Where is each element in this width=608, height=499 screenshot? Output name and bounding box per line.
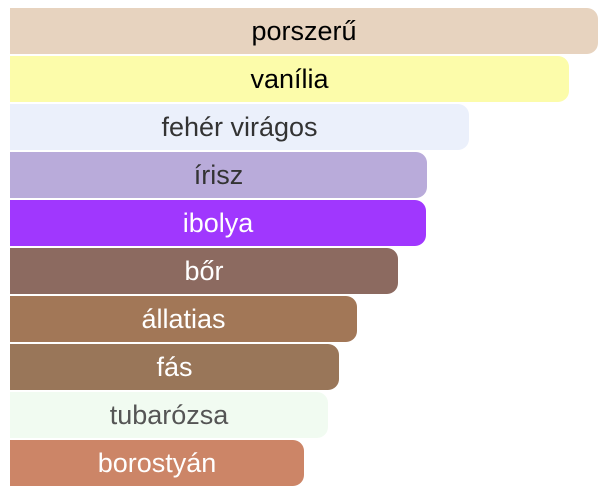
bar-label: vanília [250, 63, 329, 94]
bar-label: tubarózsa [109, 399, 229, 430]
bar: ibolya [10, 200, 426, 246]
bar-label: fás [156, 351, 193, 382]
bar-label: porszerű [251, 15, 357, 46]
bar-label: írisz [193, 159, 244, 190]
bar: tubarózsa [10, 392, 328, 438]
bar-label: ibolya [182, 207, 254, 238]
bar: fás [10, 344, 339, 390]
bar: írisz [10, 152, 427, 198]
bar: porszerű [10, 8, 598, 54]
bar: állatias [10, 296, 357, 342]
bar: bőr [10, 248, 398, 294]
bar-label: borostyán [97, 447, 217, 478]
bar-label: állatias [141, 303, 226, 334]
bar: vanília [10, 56, 569, 102]
bar-label: bőr [184, 255, 224, 286]
bar-label: fehér virágos [161, 111, 318, 142]
bar: fehér virágos [10, 104, 469, 150]
bar: borostyán [10, 440, 304, 486]
